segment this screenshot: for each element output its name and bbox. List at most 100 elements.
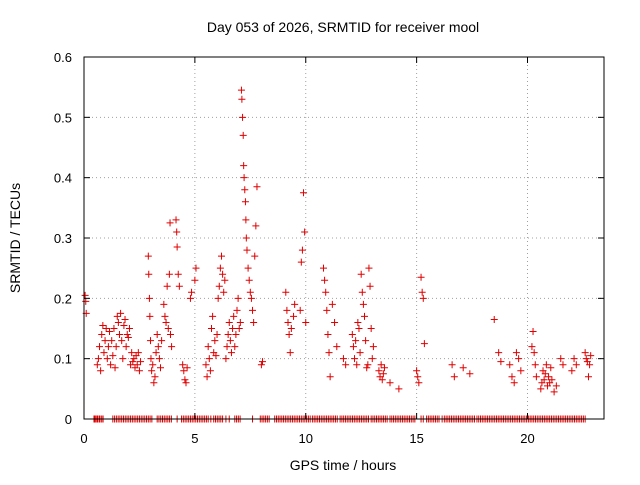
data-point <box>81 291 89 299</box>
data-point <box>114 318 122 326</box>
data-point <box>301 228 309 236</box>
data-point <box>205 355 213 363</box>
data-point <box>541 370 549 378</box>
data-point <box>510 379 518 387</box>
data-point <box>188 288 196 296</box>
data-point <box>211 337 219 345</box>
data-point <box>128 349 136 357</box>
data-point <box>125 325 133 332</box>
data-point <box>108 337 116 345</box>
data-point <box>323 306 331 314</box>
data-point <box>236 318 244 326</box>
data-point <box>286 349 294 357</box>
data-point <box>298 246 306 254</box>
data-point <box>247 294 255 302</box>
data-point <box>297 258 305 266</box>
data-point <box>172 216 180 224</box>
x-tick-label: 5 <box>191 431 198 446</box>
data-point <box>333 343 341 351</box>
data-point <box>242 234 250 242</box>
data-point <box>153 331 161 339</box>
data-point <box>251 252 259 260</box>
data-point <box>414 373 422 381</box>
data-point <box>559 361 567 369</box>
data-point <box>497 358 505 366</box>
data-point <box>221 276 229 284</box>
data-point <box>515 355 523 363</box>
data-point <box>246 288 254 296</box>
data-point <box>117 309 125 317</box>
data-point <box>378 376 386 384</box>
data-point <box>149 361 157 369</box>
data-point <box>121 315 129 323</box>
data-point <box>226 337 234 345</box>
data-point <box>300 189 308 197</box>
data-point <box>252 222 260 230</box>
data-point <box>459 364 467 372</box>
data-point <box>110 325 118 332</box>
data-point <box>237 86 245 94</box>
data-point <box>104 343 112 351</box>
data-point <box>106 328 114 336</box>
data-point <box>550 388 558 396</box>
data-point <box>107 361 115 369</box>
data-point <box>147 337 155 345</box>
data-point <box>209 312 217 320</box>
data-point <box>367 325 375 332</box>
data-point <box>508 373 516 381</box>
data-point <box>148 367 156 375</box>
data-point <box>150 379 158 387</box>
data-point <box>354 318 362 326</box>
data-point <box>180 367 188 375</box>
data-point <box>331 318 339 326</box>
data-point <box>253 183 261 191</box>
data-point <box>395 385 403 393</box>
data-point <box>162 318 170 326</box>
data-point <box>328 300 336 308</box>
data-point <box>94 355 102 363</box>
data-point <box>587 352 595 360</box>
data-point <box>134 349 142 357</box>
data-point <box>352 337 360 345</box>
data-point <box>146 312 154 320</box>
data-point <box>214 294 222 302</box>
data-point <box>166 331 174 339</box>
data-point <box>183 364 191 372</box>
data-point <box>377 361 385 369</box>
data-point <box>223 343 231 351</box>
data-point <box>220 288 228 296</box>
data-point <box>417 273 425 281</box>
data-point <box>244 264 252 272</box>
data-point <box>204 343 212 351</box>
data-point <box>572 361 580 369</box>
data-point <box>111 364 119 372</box>
data-point <box>366 282 374 290</box>
data-point <box>242 216 250 224</box>
data-point <box>285 331 293 339</box>
data-point <box>542 361 550 369</box>
data-point <box>537 385 545 393</box>
x-tick-label: 20 <box>520 431 534 446</box>
data-point <box>532 373 540 381</box>
data-point <box>413 367 421 375</box>
data-point <box>358 288 366 296</box>
data-point <box>208 325 216 332</box>
data-point <box>240 162 248 170</box>
data-point <box>363 364 371 372</box>
data-point <box>165 270 173 278</box>
y-tick-label: 0.2 <box>54 291 72 306</box>
data-point <box>348 331 356 339</box>
data-point <box>581 349 589 357</box>
data-point <box>155 355 163 363</box>
data-point <box>217 252 225 260</box>
data-point <box>174 270 182 278</box>
data-point <box>287 325 295 332</box>
x-axis-label: GPS time / hours <box>290 457 397 473</box>
data-point <box>202 361 210 369</box>
data-point <box>380 364 388 372</box>
data-point <box>97 367 105 375</box>
data-point <box>325 349 333 357</box>
data-point <box>545 373 553 381</box>
data-point <box>100 349 108 357</box>
